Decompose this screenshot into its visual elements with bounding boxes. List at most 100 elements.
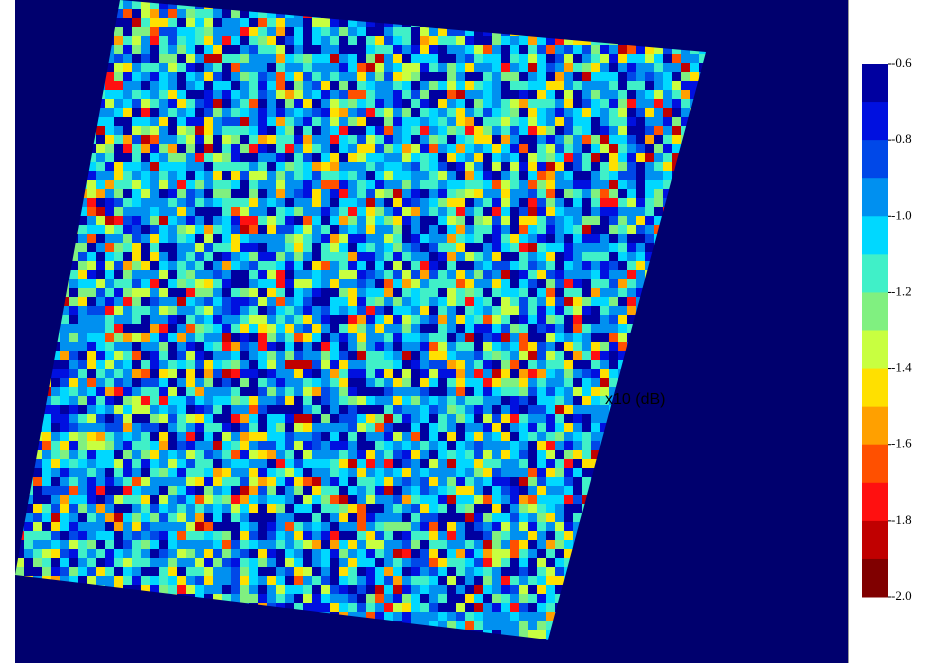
speckle [132, 513, 141, 522]
speckle [420, 63, 429, 72]
speckle [375, 396, 384, 405]
speckle [195, 117, 204, 126]
speckle [474, 558, 483, 567]
speckle [627, 189, 636, 198]
speckle [267, 549, 276, 558]
speckle [348, 504, 357, 513]
speckle [150, 126, 159, 135]
speckle [546, 549, 555, 558]
speckle [456, 513, 465, 522]
speckle [465, 108, 474, 117]
speckle [357, 459, 366, 468]
speckle [186, 135, 195, 144]
speckle [123, 405, 132, 414]
speckle [591, 387, 600, 396]
speckle [294, 324, 303, 333]
speckle [591, 180, 600, 189]
speckle [186, 495, 195, 504]
speckle [258, 279, 267, 288]
speckle [447, 171, 456, 180]
speckle [69, 342, 78, 351]
speckle [357, 351, 366, 360]
speckle [105, 297, 114, 306]
speckle [330, 351, 339, 360]
speckle [222, 540, 231, 549]
speckle [132, 324, 141, 333]
speckle [249, 333, 258, 342]
speckle [411, 369, 420, 378]
speckle [123, 441, 132, 450]
speckle [429, 135, 438, 144]
speckle [303, 486, 312, 495]
speckle [438, 414, 447, 423]
speckle [114, 72, 123, 81]
speckle [177, 450, 186, 459]
speckle [141, 252, 150, 261]
speckle [51, 378, 60, 387]
speckle [159, 99, 168, 108]
speckle [357, 315, 366, 324]
speckle [132, 342, 141, 351]
speckle [573, 432, 582, 441]
speckle [627, 261, 636, 270]
speckle [168, 171, 177, 180]
speckle [258, 333, 267, 342]
speckle [636, 90, 645, 99]
speckle [96, 180, 105, 189]
speckle [159, 459, 168, 468]
speckle [69, 396, 78, 405]
speckle [123, 459, 132, 468]
speckle [510, 54, 519, 63]
speckle [429, 279, 438, 288]
speckle [96, 423, 105, 432]
speckle [384, 405, 393, 414]
speckle [150, 450, 159, 459]
speckle [510, 243, 519, 252]
speckle [249, 486, 258, 495]
speckle [303, 378, 312, 387]
speckle [492, 369, 501, 378]
speckle [276, 90, 285, 99]
speckle [285, 468, 294, 477]
speckle [447, 153, 456, 162]
speckle [528, 225, 537, 234]
speckle [474, 423, 483, 432]
speckle [69, 459, 78, 468]
speckle [609, 297, 618, 306]
speckle [465, 135, 474, 144]
speckle [123, 117, 132, 126]
speckle [465, 297, 474, 306]
speckle [627, 81, 636, 90]
speckle [447, 387, 456, 396]
speckle [222, 198, 231, 207]
speckle [240, 234, 249, 243]
speckle [483, 198, 492, 207]
speckle [501, 549, 510, 558]
speckle [537, 243, 546, 252]
speckle [321, 486, 330, 495]
speckle [465, 441, 474, 450]
speckle [465, 306, 474, 315]
speckle [240, 414, 249, 423]
speckle [573, 153, 582, 162]
speckle [132, 333, 141, 342]
speckle [366, 108, 375, 117]
speckle [429, 504, 438, 513]
speckle [456, 135, 465, 144]
speckle [141, 567, 150, 576]
speckle [213, 522, 222, 531]
speckle [429, 567, 438, 576]
speckle [294, 198, 303, 207]
speckle [600, 144, 609, 153]
speckle [321, 423, 330, 432]
speckle [492, 216, 501, 225]
speckle [186, 567, 195, 576]
speckle [429, 99, 438, 108]
speckle [510, 252, 519, 261]
speckle [330, 315, 339, 324]
speckle [510, 135, 519, 144]
speckle [285, 315, 294, 324]
speckle [222, 342, 231, 351]
speckle [339, 522, 348, 531]
speckle [573, 441, 582, 450]
